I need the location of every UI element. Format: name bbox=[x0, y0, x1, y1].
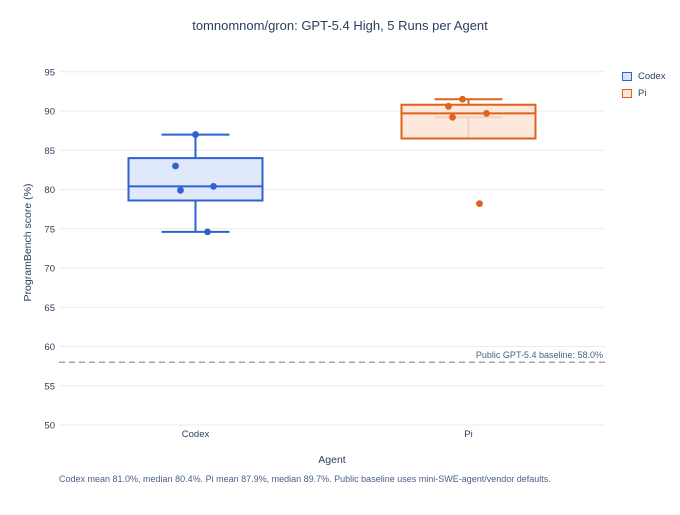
y-tick-label: 90 bbox=[44, 107, 55, 118]
legend-label-codex: Codex bbox=[638, 71, 666, 82]
chart-title: tomnomnom/gron: GPT-5.4 High, 5 Runs per… bbox=[192, 18, 488, 33]
legend-label-pi: Pi bbox=[638, 88, 647, 99]
codex-data-point bbox=[172, 162, 179, 170]
footnote: Codex mean 81.0%, median 80.4%. Pi mean … bbox=[59, 474, 551, 484]
legend: Codex Pi bbox=[622, 68, 665, 102]
y-tick-label: 70 bbox=[44, 264, 55, 275]
y-tick-label: 80 bbox=[44, 185, 55, 196]
pi-data-point bbox=[476, 200, 483, 208]
codex-data-point bbox=[192, 131, 199, 138]
pi-data-point bbox=[459, 95, 466, 103]
legend-item-codex[interactable]: Codex bbox=[622, 68, 665, 85]
x-axis-title: Agent bbox=[318, 454, 346, 466]
y-axis-title: ProgramBench score (%) bbox=[22, 184, 34, 302]
y-tick-label: 75 bbox=[44, 224, 55, 235]
y-tick-label: 95 bbox=[44, 67, 55, 78]
codex-box bbox=[127, 157, 264, 202]
y-tick-label: 55 bbox=[44, 381, 55, 392]
baseline-label: Public GPT-5.4 baseline: 58.0% bbox=[476, 350, 603, 360]
x-tick-label: Pi bbox=[464, 429, 472, 440]
codex-data-point bbox=[210, 182, 217, 190]
pi-data-point bbox=[449, 113, 456, 121]
x-tick-label: Codex bbox=[182, 429, 210, 440]
legend-swatch-codex bbox=[622, 72, 632, 81]
pi-data-point bbox=[445, 102, 452, 110]
pi-box bbox=[400, 103, 537, 140]
codex-data-point bbox=[204, 228, 211, 236]
pi-data-point bbox=[483, 109, 490, 117]
legend-swatch-pi bbox=[622, 89, 632, 98]
legend-item-pi[interactable]: Pi bbox=[622, 85, 665, 102]
y-tick-label: 65 bbox=[44, 303, 55, 314]
y-tick-label: 85 bbox=[44, 146, 55, 157]
y-tick-label: 60 bbox=[44, 342, 55, 353]
y-tick-label: 50 bbox=[44, 421, 55, 432]
codex-data-point bbox=[177, 186, 184, 194]
